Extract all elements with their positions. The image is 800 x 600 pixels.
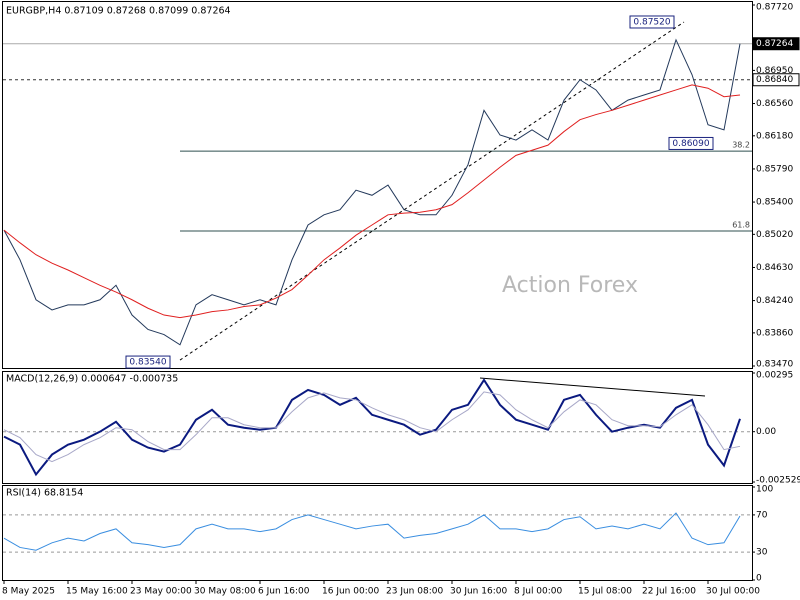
y-tick-label: 0.85020: [756, 230, 793, 240]
price-panel-frame: [2, 1, 753, 369]
macd-panel-frame: [2, 371, 753, 484]
x-tick-label: 6 Jun 16:00: [258, 587, 310, 597]
price-annotation-box: [125, 355, 171, 369]
divergence-line: [479, 377, 706, 397]
price-annotation-box: [629, 15, 675, 29]
x-tick-label: 16 Jun 00:00: [322, 587, 379, 597]
y-tick-label: -0.002529: [756, 476, 800, 486]
y-tick-label: 100: [756, 485, 773, 495]
x-tick-label: 30 Jul 00:00: [706, 587, 760, 597]
y-tick-label: 0.85400: [756, 198, 793, 208]
price-annotation-label: 0.83540: [129, 358, 166, 368]
y-tick-label: 0.87720: [756, 3, 793, 13]
price-box-label: 0.87264: [756, 39, 793, 49]
y-tick-label: 0.86180: [756, 131, 793, 141]
panel-title: RSI(14) 68.8154: [6, 488, 83, 499]
y-tick-label: 0.85790: [756, 164, 793, 174]
fib-label: 61.8: [732, 220, 750, 229]
y-tick-label: 0.84630: [756, 263, 793, 273]
y-tick-label: 0.86560: [756, 99, 793, 109]
y-tick-label: 0.83860: [756, 328, 793, 338]
x-tick-label: 8 Jul 00:00: [514, 587, 563, 597]
y-tick-label: 0.00295: [756, 371, 793, 381]
x-tick-label: 15 Jul 08:00: [578, 587, 632, 597]
panel-title: MACD(12,26,9) 0.000647 -0.000735: [6, 374, 178, 385]
x-tick-label: 8 May 2025: [2, 587, 55, 597]
price-annotation-label: 0.86090: [672, 139, 709, 149]
price-box-label: 0.86840: [756, 75, 793, 85]
y-tick-label: 30: [756, 548, 768, 558]
series-line: [3, 38, 741, 346]
x-tick-label: 23 Jun 08:00: [386, 587, 443, 597]
y-tick-label: 0.83470: [756, 360, 793, 370]
watermark: Action Forex: [502, 273, 638, 298]
x-tick-label: 22 Jul 16:00: [642, 587, 696, 597]
x-tick-label: 15 May 16:00: [66, 587, 128, 597]
trend-line: [179, 21, 685, 361]
y-tick-label: 0.84240: [756, 296, 793, 306]
x-tick-label: 30 May 08:00: [194, 587, 256, 597]
fib-label: 38.2: [732, 141, 750, 150]
series-line: [3, 84, 741, 319]
y-tick-label: 0.86950: [756, 66, 793, 76]
series-line: [3, 391, 741, 463]
series-line: [3, 512, 741, 551]
panel-title: EURGBP,H4 0.87109 0.87268 0.87099 0.8726…: [6, 6, 231, 17]
y-tick-label: 70: [756, 510, 768, 520]
price-annotation-label: 0.87520: [633, 17, 670, 27]
x-tick-label: 30 Jun 16:00: [450, 587, 507, 597]
price-box: [752, 37, 800, 51]
x-tick-label: 23 May 00:00: [130, 587, 192, 597]
y-tick-label: 0.00: [756, 427, 776, 437]
series-line: [3, 378, 741, 477]
y-tick-label: 0: [756, 574, 762, 584]
rsi-panel-frame: [2, 485, 753, 581]
price-annotation-box: [668, 136, 714, 150]
price-box: [752, 73, 800, 87]
